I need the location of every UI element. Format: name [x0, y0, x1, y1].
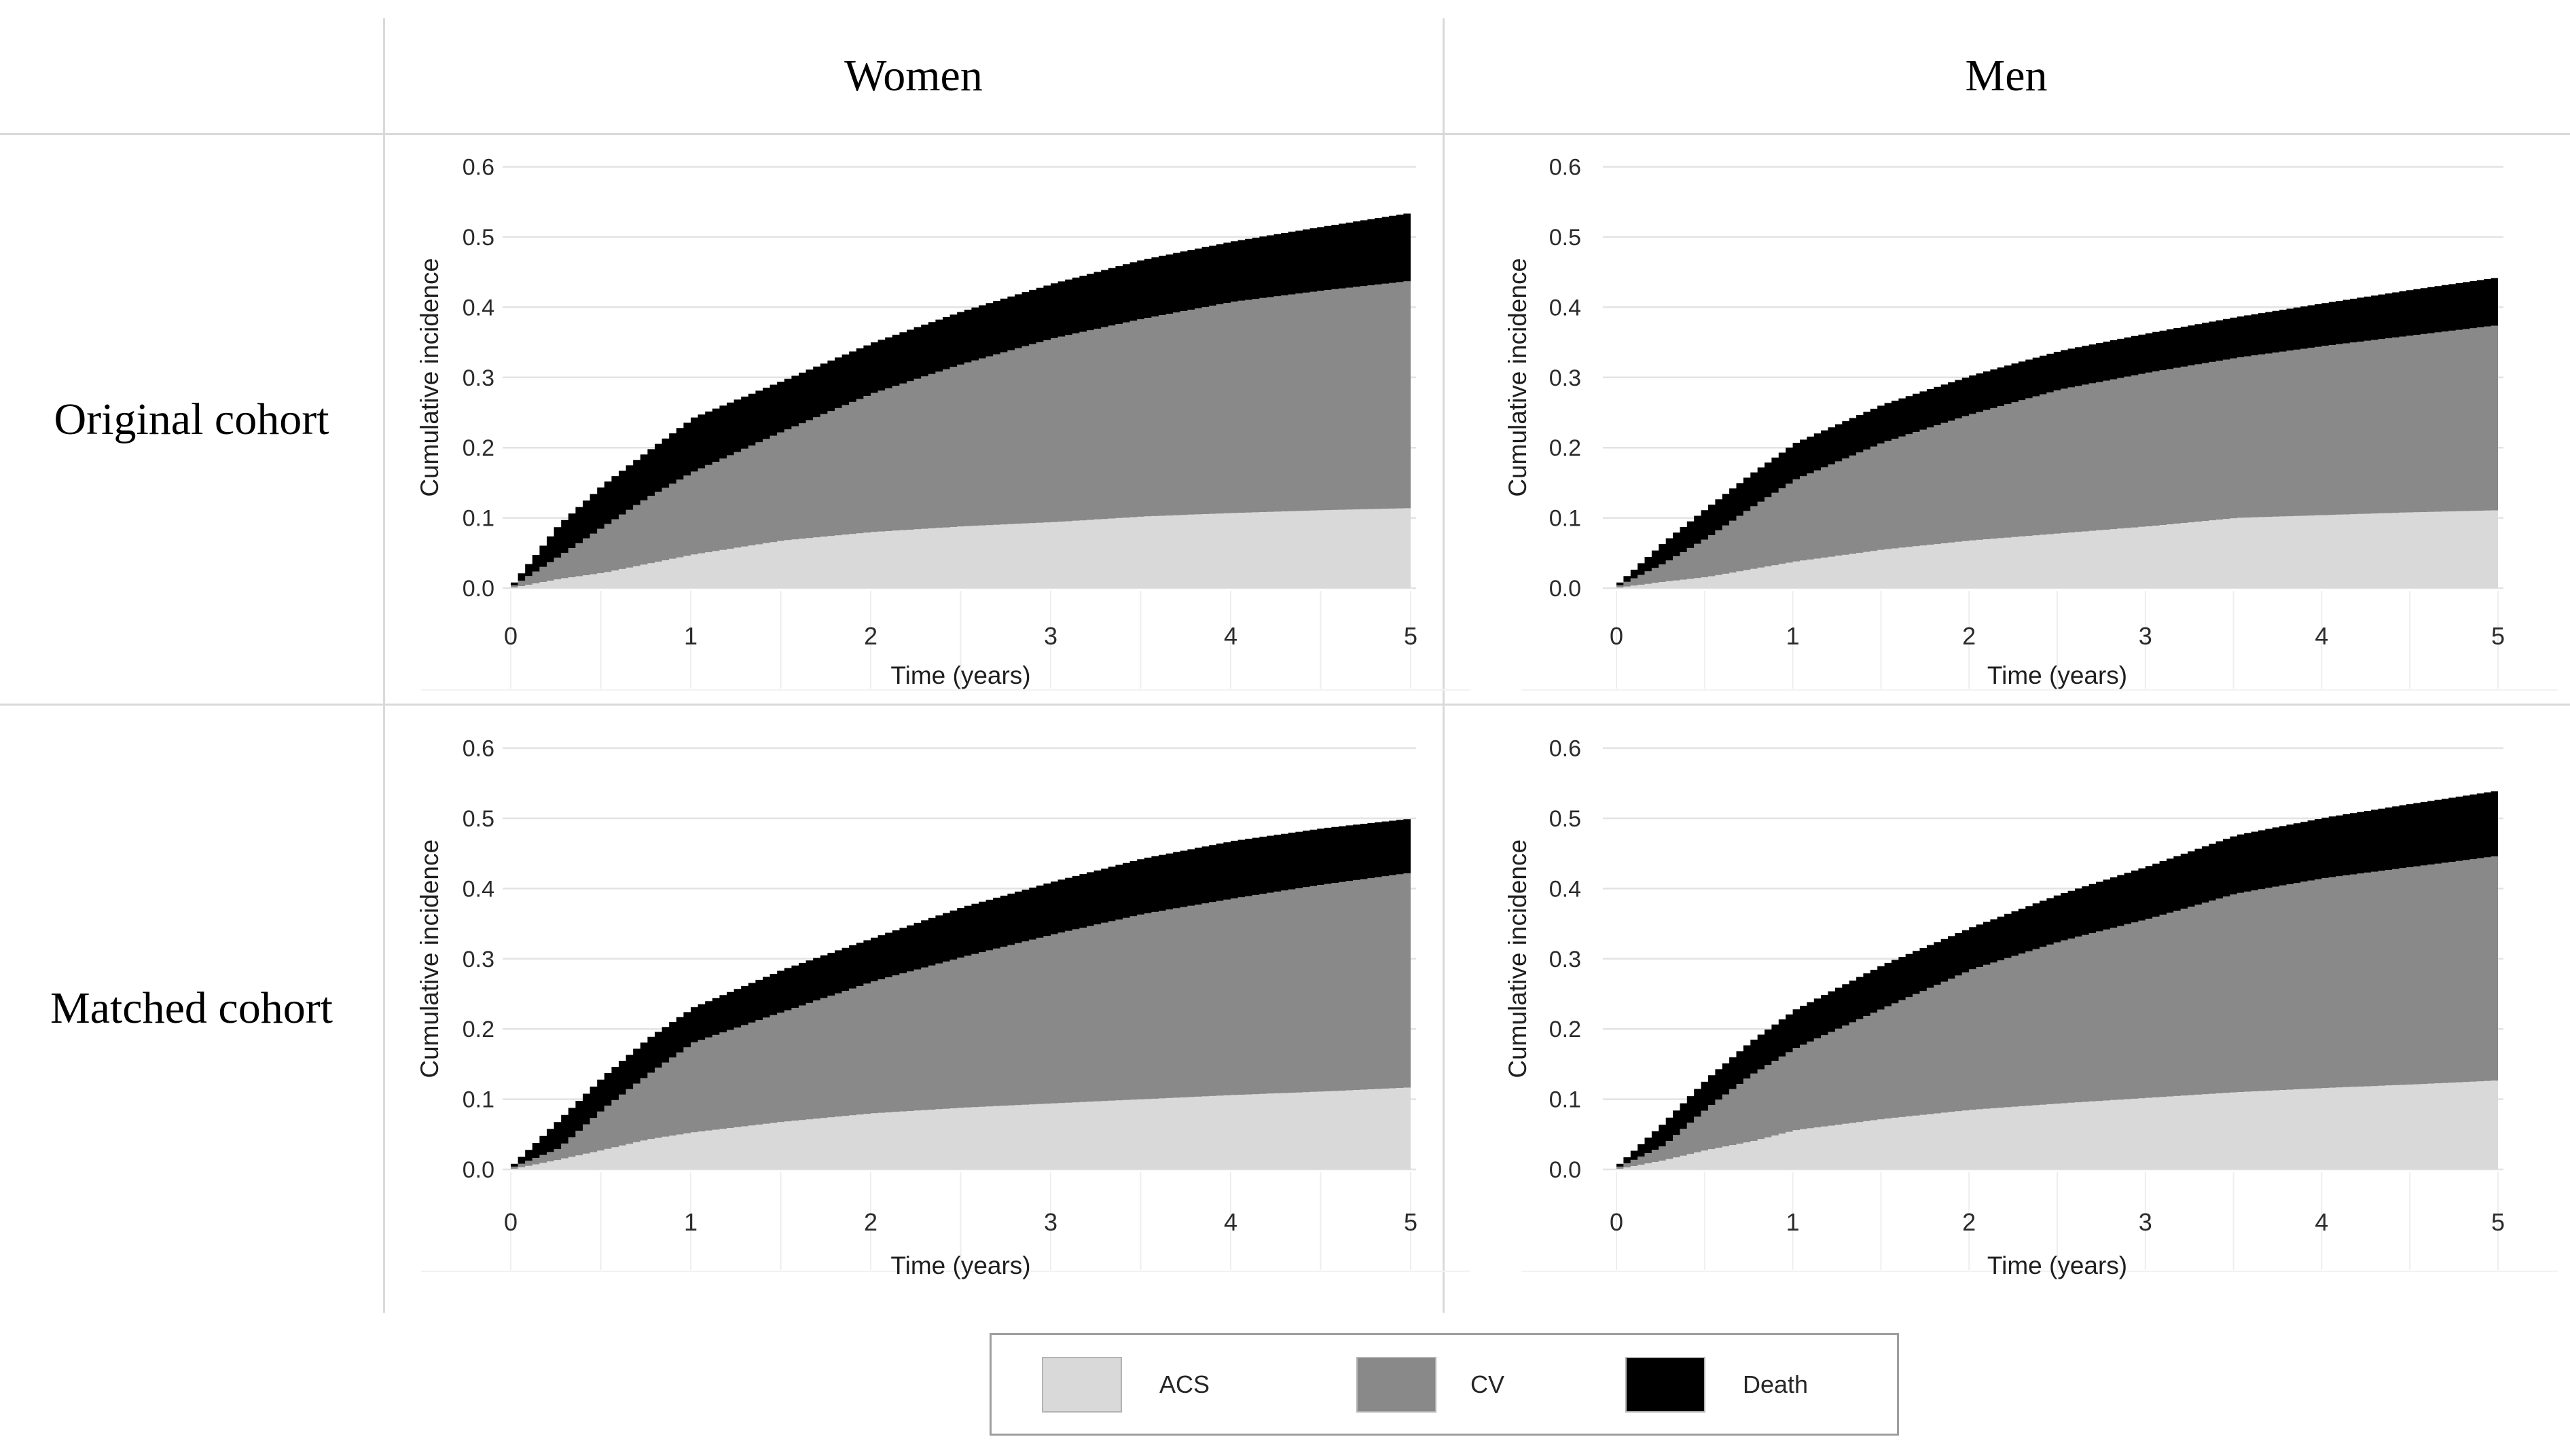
- x-tick-label: 0: [504, 622, 518, 650]
- death-area: [1616, 276, 2498, 585]
- y-tick-label: 0.5: [463, 806, 494, 832]
- y-axis-title: Cumulative incidence: [1504, 258, 1532, 497]
- y-tick-label: 0.0: [1549, 1157, 1581, 1183]
- y-tick-label: 0.5: [1549, 806, 1581, 832]
- y-tick-label: 0.5: [463, 225, 494, 251]
- death-area: [1616, 790, 2498, 1167]
- x-tick-label: 1: [684, 1208, 698, 1236]
- x-tick-label: 2: [1962, 1208, 1976, 1236]
- legend-label-cv: CV: [1470, 1370, 1505, 1398]
- acs-area: [511, 508, 1411, 588]
- y-tick-label: 0.3: [1549, 365, 1581, 391]
- x-tick-label: 0: [1610, 1208, 1623, 1236]
- legend-label-acs: ACS: [1159, 1370, 1210, 1398]
- x-tick-label: 1: [1786, 1208, 1800, 1236]
- x-tick-label: 1: [684, 622, 698, 650]
- legend: ACS CV Death: [990, 1333, 1899, 1436]
- y-tick-label: 0.0: [463, 1157, 494, 1183]
- cv-area: [1616, 855, 2498, 1169]
- acs-area: [1616, 510, 2498, 588]
- row-divider-line: [0, 704, 2570, 706]
- chart-original-men: 0.0 0.1 0.2 0.3 0.4 0.5 0.6 0 1 2 3 4 5 Time (years) C…: [1504, 155, 2558, 691]
- y-tick-label: 0.2: [1549, 435, 1581, 461]
- x-tick-label: 5: [2491, 622, 2505, 650]
- x-tick-label: 5: [2491, 1208, 2505, 1236]
- y-tick-label: 0.3: [1549, 947, 1581, 972]
- y-tick-label: 0.1: [1549, 506, 1581, 532]
- facet-column-divider-line: [1443, 18, 1445, 1313]
- chart-matched-men: 0.0 0.1 0.2 0.3 0.4 0.5 0.6 0 1 2 3 4 5 Time (years) C…: [1504, 736, 2558, 1279]
- x-tick-label: 2: [864, 622, 877, 650]
- y-tick-label: 0.1: [463, 1087, 494, 1113]
- y-axis-title: Cumulative incidence: [1504, 839, 1532, 1078]
- y-tick-label: 0.6: [463, 736, 494, 762]
- y-tick-label: 0.1: [1549, 1087, 1581, 1113]
- column-header-women: Women: [844, 51, 983, 101]
- acs-area: [1616, 1080, 2498, 1169]
- y-tick-label: 0.4: [1549, 295, 1581, 321]
- chart-matched-women: 0.0 0.1 0.2 0.3 0.4 0.5 0.6 0 1 2 3 4 5 Time (years) C…: [416, 736, 1470, 1279]
- y-tick-label: 0.2: [1549, 1017, 1581, 1042]
- death-area: [511, 818, 1411, 1167]
- y-tick-label: 0.4: [1549, 876, 1581, 902]
- y-tick-label: 0.6: [463, 155, 494, 181]
- x-tick-label: 3: [1044, 1208, 1057, 1236]
- row-header-matched-cohort: Matched cohort: [50, 983, 333, 1033]
- x-tick-label: 4: [1224, 1208, 1237, 1236]
- header-divider-line: [0, 133, 2570, 135]
- x-tick-label: 1: [1786, 622, 1800, 650]
- y-tick-label: 0.3: [463, 947, 494, 972]
- y-tick-label: 0.6: [1549, 736, 1581, 762]
- x-tick-label: 4: [2315, 622, 2328, 650]
- cv-area: [1616, 325, 2498, 587]
- chart-original-women: 0.0 0.1 0.2 0.3 0.4 0.5 0.6 0 1 2 3 4 5 Time (years) C…: [416, 155, 1470, 691]
- death-area: [511, 212, 1411, 585]
- y-tick-label: 0.3: [463, 365, 494, 391]
- y-tick-label: 0.5: [1549, 225, 1581, 251]
- x-tick-label: 4: [2315, 1208, 2328, 1236]
- legend-swatch-cv: [1356, 1357, 1436, 1413]
- x-tick-label: 5: [1404, 622, 1417, 650]
- cv-area: [511, 280, 1411, 587]
- y-tick-label: 0.0: [1549, 576, 1581, 602]
- x-tick-label: 5: [1404, 1208, 1417, 1236]
- x-tick-label: 0: [504, 1208, 518, 1236]
- x-tick-label: 2: [864, 1208, 877, 1236]
- x-axis-title: Time (years): [1987, 661, 2127, 689]
- y-tick-label: 0.6: [1549, 155, 1581, 181]
- label-column-divider-line: [383, 18, 385, 1313]
- y-tick-label: 0.0: [463, 576, 494, 602]
- x-axis-title: Time (years): [1987, 1252, 2127, 1279]
- y-axis-title: Cumulative incidence: [416, 258, 444, 497]
- x-tick-label: 3: [1044, 622, 1057, 650]
- acs-area: [511, 1087, 1411, 1169]
- y-tick-label: 0.4: [463, 876, 494, 902]
- legend-swatch-death: [1625, 1357, 1705, 1413]
- x-tick-label: 2: [1962, 622, 1976, 650]
- row-header-original-cohort: Original cohort: [54, 395, 329, 444]
- x-tick-label: 4: [1224, 622, 1237, 650]
- x-tick-label: 3: [2139, 622, 2152, 650]
- x-axis-title: Time (years): [890, 661, 1030, 689]
- y-tick-label: 0.4: [463, 295, 494, 321]
- y-tick-label: 0.1: [463, 506, 494, 532]
- y-tick-label: 0.2: [463, 435, 494, 461]
- cv-area: [511, 872, 1411, 1169]
- legend-label-death: Death: [1743, 1370, 1809, 1398]
- y-axis-title: Cumulative incidence: [416, 839, 444, 1078]
- x-axis-title: Time (years): [890, 1252, 1030, 1279]
- x-tick-label: 3: [2139, 1208, 2152, 1236]
- y-tick-label: 0.2: [463, 1017, 494, 1042]
- legend-swatch-acs: [1042, 1357, 1122, 1413]
- column-header-men: Men: [1965, 51, 2048, 101]
- x-tick-label: 0: [1610, 622, 1623, 650]
